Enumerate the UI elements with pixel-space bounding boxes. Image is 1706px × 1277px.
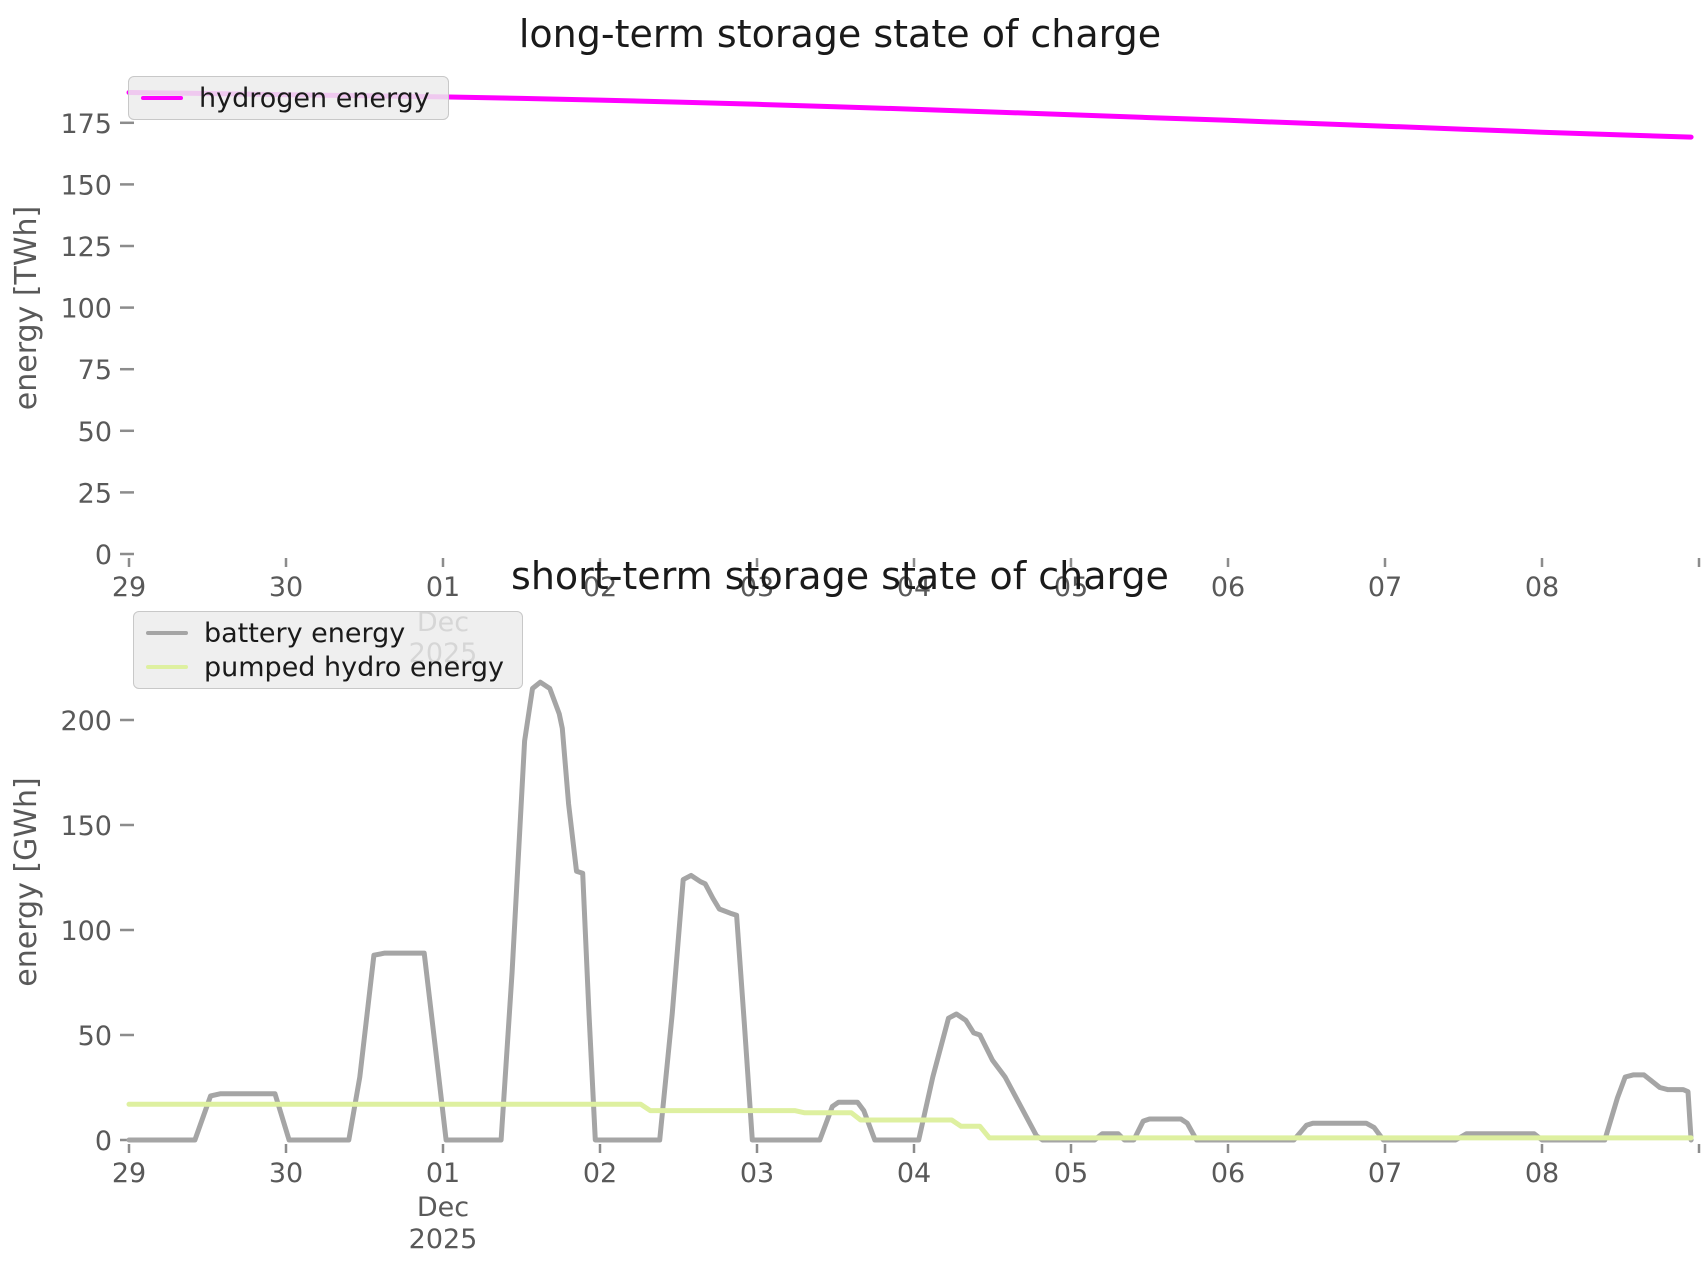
x-tick-label: 30: [269, 1158, 303, 1189]
x-tick-label: 30: [269, 572, 303, 603]
x-tick-label: 29: [112, 572, 146, 603]
chart2-series: [126, 679, 1694, 1143]
y-tick-label: 200: [60, 706, 112, 737]
battery-energy-line: [126, 679, 1694, 1143]
pumped-hydro-energy-line: [126, 1101, 1694, 1141]
y-tick-label: 0: [95, 1126, 112, 1157]
chart-short-term: short-term storage state of charge energ…: [9, 554, 1701, 1255]
chart1-axes: 29 30 01 02 03 04 05 06 07 08 0 25 50 75 100 125 150 175: [60, 109, 1701, 603]
chart1-ylabel: energy [TWh]: [9, 206, 44, 410]
y-tick-label: 175: [60, 109, 112, 140]
legend-short-term: battery energy pumped hydro energy: [133, 611, 523, 689]
legend-long-term: hydrogen energy: [128, 76, 449, 120]
legend-item-battery: battery energy: [146, 617, 504, 649]
hydrogen-line-sample: [141, 95, 183, 101]
x-tick-label: 06: [1211, 572, 1245, 603]
x-tick-label: 04: [897, 572, 931, 603]
y-tick-label: 100: [60, 294, 112, 325]
x-tick-label: 07: [1368, 572, 1402, 603]
chart2-year-label: 2025: [409, 1224, 478, 1255]
x-tick-label: 08: [1525, 572, 1559, 603]
y-tick-label: 150: [60, 170, 112, 201]
y-tick-label: 100: [60, 916, 112, 947]
x-tick-label: 06: [1211, 1158, 1245, 1189]
legend-item-pumped-hydro: pumped hydro energy: [146, 651, 504, 683]
legend-label-pumped-hydro: pumped hydro energy: [204, 651, 504, 683]
chart2-ylabel: energy [GWh]: [9, 777, 44, 986]
legend-label-battery: battery energy: [204, 617, 406, 649]
y-tick-label: 125: [60, 232, 112, 263]
legend-label-hydrogen: hydrogen energy: [199, 82, 430, 114]
legend-item-hydrogen: hydrogen energy: [141, 82, 430, 114]
y-tick-label: 0: [95, 540, 112, 571]
x-tick-label: 05: [1054, 572, 1088, 603]
x-tick-label: 05: [1054, 1158, 1088, 1189]
chart2-axes: 29 30 01 02 03 04 05 06 07 08 0 50 100 150 200: [60, 706, 1701, 1189]
x-tick-label: 08: [1525, 1158, 1559, 1189]
x-tick-label: 03: [740, 1158, 774, 1189]
y-tick-label: 150: [60, 811, 112, 842]
x-tick-label: 02: [583, 1158, 617, 1189]
y-tick-label: 50: [78, 1021, 112, 1052]
x-tick-label: 02: [583, 572, 617, 603]
chart2-title: short-term storage state of charge: [511, 554, 1169, 598]
y-tick-label: 75: [78, 355, 112, 386]
x-tick-label: 29: [112, 1158, 146, 1189]
y-tick-label: 25: [78, 478, 112, 509]
x-tick-label: 01: [426, 1158, 460, 1189]
y-tick-label: 50: [78, 417, 112, 448]
x-tick-label: 03: [740, 572, 774, 603]
x-tick-label: 07: [1368, 1158, 1402, 1189]
chart2-month-label: Dec: [417, 1192, 469, 1223]
x-tick-label: 01: [426, 572, 460, 603]
x-tick-label: 04: [897, 1158, 931, 1189]
chart1-title: long-term storage state of charge: [519, 12, 1161, 56]
battery-line-sample: [146, 630, 188, 636]
pumped-hydro-line-sample: [146, 664, 188, 670]
